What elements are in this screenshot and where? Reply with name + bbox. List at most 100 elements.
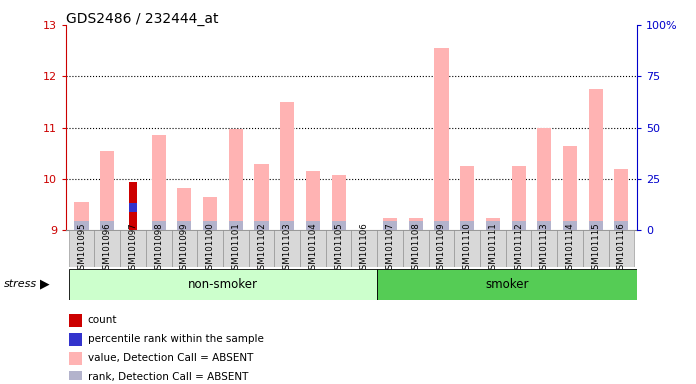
Text: non-smoker: non-smoker bbox=[188, 278, 258, 291]
Text: count: count bbox=[88, 315, 117, 325]
Text: GDS2486 / 232444_at: GDS2486 / 232444_at bbox=[66, 12, 219, 25]
Text: GSM101098: GSM101098 bbox=[155, 222, 163, 275]
Text: GSM101101: GSM101101 bbox=[231, 222, 240, 275]
Bar bbox=[460, 221, 474, 230]
Bar bbox=[557, 230, 583, 267]
Bar bbox=[486, 218, 500, 230]
Bar bbox=[563, 221, 577, 230]
Bar bbox=[68, 371, 82, 384]
Bar bbox=[74, 221, 88, 230]
Bar bbox=[460, 166, 474, 230]
Bar bbox=[306, 221, 320, 230]
Bar bbox=[255, 164, 269, 230]
Bar bbox=[197, 230, 223, 267]
Bar bbox=[331, 221, 346, 230]
Bar bbox=[152, 221, 166, 230]
Bar bbox=[512, 221, 525, 230]
Bar bbox=[377, 269, 637, 300]
Bar bbox=[146, 230, 171, 267]
Bar bbox=[68, 333, 82, 346]
Bar bbox=[248, 230, 274, 267]
Text: GSM101104: GSM101104 bbox=[308, 222, 317, 275]
Bar bbox=[589, 221, 603, 230]
Bar bbox=[280, 102, 294, 230]
Bar bbox=[306, 171, 320, 230]
Text: GSM101106: GSM101106 bbox=[360, 222, 369, 275]
Text: GSM101111: GSM101111 bbox=[489, 222, 498, 275]
Text: ▶: ▶ bbox=[40, 278, 50, 291]
Bar bbox=[608, 230, 634, 267]
Bar bbox=[589, 89, 603, 230]
Text: GSM101096: GSM101096 bbox=[103, 222, 112, 275]
Text: GSM101103: GSM101103 bbox=[283, 222, 292, 275]
Bar bbox=[429, 230, 454, 267]
Bar bbox=[537, 221, 551, 230]
Bar bbox=[255, 221, 269, 230]
Bar bbox=[512, 166, 525, 230]
Bar bbox=[383, 221, 397, 230]
Text: GSM101113: GSM101113 bbox=[540, 222, 548, 275]
Bar bbox=[434, 48, 448, 230]
Bar bbox=[537, 127, 551, 230]
Bar bbox=[506, 230, 532, 267]
Text: percentile rank within the sample: percentile rank within the sample bbox=[88, 334, 263, 344]
Bar bbox=[229, 129, 243, 230]
Text: GSM101099: GSM101099 bbox=[180, 222, 189, 275]
Bar bbox=[480, 230, 506, 267]
Text: rank, Detection Call = ABSENT: rank, Detection Call = ABSENT bbox=[88, 372, 248, 382]
Bar bbox=[74, 202, 88, 230]
Bar bbox=[203, 197, 217, 230]
Text: GSM101112: GSM101112 bbox=[514, 222, 523, 275]
Bar bbox=[229, 221, 243, 230]
Bar bbox=[615, 221, 628, 230]
Text: GSM101116: GSM101116 bbox=[617, 222, 626, 275]
Bar bbox=[69, 269, 377, 300]
Bar bbox=[409, 221, 422, 230]
Bar bbox=[68, 353, 82, 365]
Bar bbox=[615, 169, 628, 230]
Bar bbox=[351, 230, 377, 267]
Text: GSM101114: GSM101114 bbox=[565, 222, 574, 275]
Text: stress: stress bbox=[3, 279, 37, 289]
Bar bbox=[383, 218, 397, 230]
Text: GSM101100: GSM101100 bbox=[205, 222, 214, 275]
Text: GSM101097: GSM101097 bbox=[129, 222, 138, 275]
Bar bbox=[409, 218, 422, 230]
Bar bbox=[100, 221, 114, 230]
Bar bbox=[129, 182, 137, 230]
Bar bbox=[403, 230, 429, 267]
Text: GSM101108: GSM101108 bbox=[411, 222, 420, 275]
Bar bbox=[486, 221, 500, 230]
Bar bbox=[532, 230, 557, 267]
Text: GSM101107: GSM101107 bbox=[386, 222, 395, 275]
Bar bbox=[177, 188, 191, 230]
Bar bbox=[223, 230, 248, 267]
Bar bbox=[171, 230, 197, 267]
Bar bbox=[152, 136, 166, 230]
Text: GSM101115: GSM101115 bbox=[591, 222, 600, 275]
Text: GSM101110: GSM101110 bbox=[463, 222, 472, 275]
Bar bbox=[129, 203, 137, 212]
Text: GSM101105: GSM101105 bbox=[334, 222, 343, 275]
Bar bbox=[563, 146, 577, 230]
Bar bbox=[377, 230, 403, 267]
Bar bbox=[177, 221, 191, 230]
Bar bbox=[203, 221, 217, 230]
Text: GSM101102: GSM101102 bbox=[257, 222, 266, 275]
Bar bbox=[434, 221, 448, 230]
Text: value, Detection Call = ABSENT: value, Detection Call = ABSENT bbox=[88, 353, 253, 363]
Text: GSM101109: GSM101109 bbox=[437, 222, 446, 275]
Text: smoker: smoker bbox=[485, 278, 529, 291]
Bar bbox=[68, 314, 82, 327]
Bar bbox=[69, 230, 95, 267]
Bar bbox=[326, 230, 351, 267]
Bar bbox=[120, 230, 146, 267]
Bar bbox=[583, 230, 608, 267]
Bar bbox=[300, 230, 326, 267]
Bar bbox=[100, 151, 114, 230]
Bar bbox=[280, 221, 294, 230]
Bar bbox=[454, 230, 480, 267]
Text: GSM101095: GSM101095 bbox=[77, 222, 86, 275]
Bar bbox=[95, 230, 120, 267]
Bar bbox=[274, 230, 300, 267]
